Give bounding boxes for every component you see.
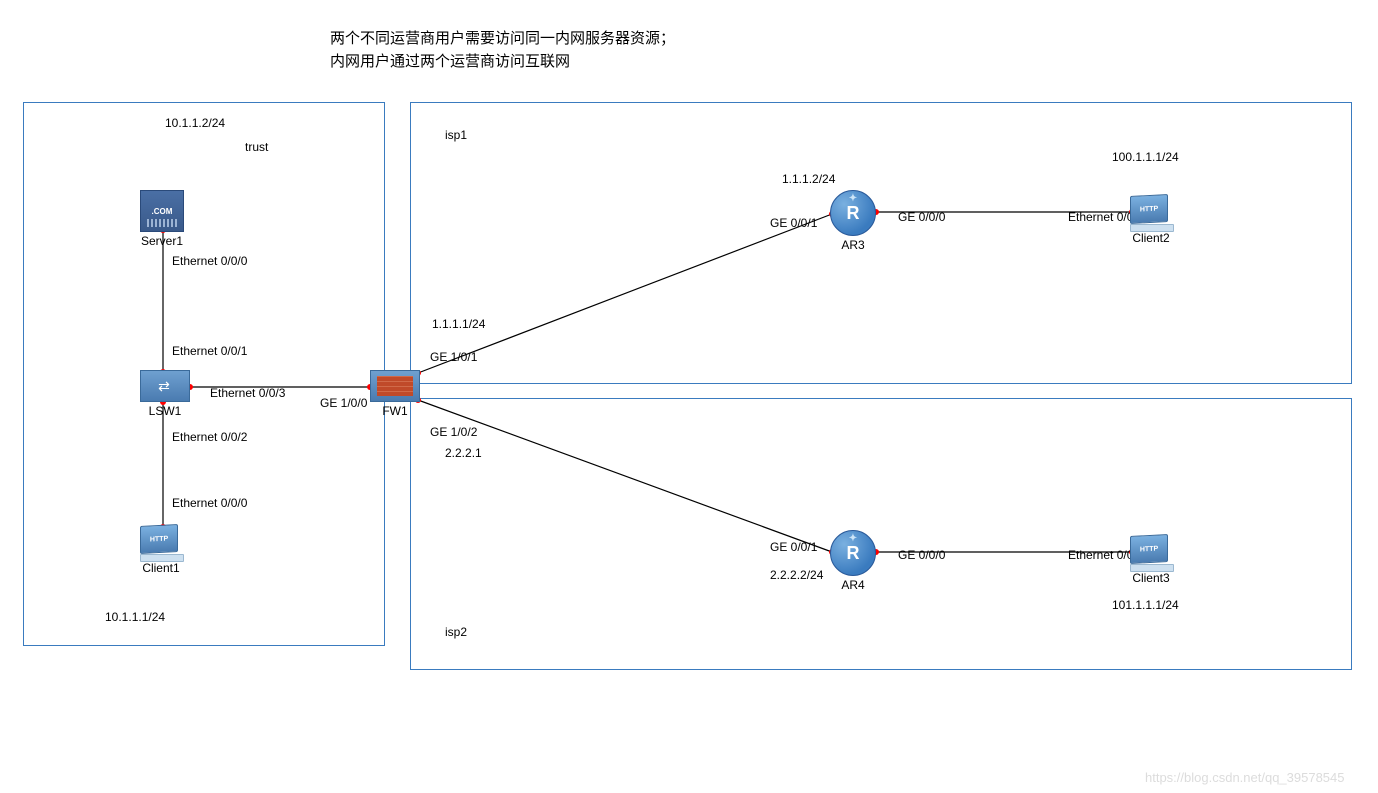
router-icon: [830, 190, 876, 236]
ip-label: 101.1.1.1/24: [1112, 598, 1179, 612]
port-label: GE 1/0/1: [430, 350, 477, 364]
firewall-icon: [370, 370, 420, 402]
node-label: FW1: [370, 404, 420, 418]
zone-trust: [23, 102, 385, 646]
port-label: Ethernet 0/0/0: [172, 254, 247, 268]
ip-label: 10.1.1.1/24: [105, 610, 165, 624]
port-label: Ethernet 0/0/1: [172, 344, 247, 358]
node-fw1[interactable]: FW1: [370, 370, 420, 418]
client-icon: HTTP: [1130, 535, 1172, 569]
node-server1[interactable]: Server1: [140, 190, 184, 248]
zone-isp1-label: isp1: [445, 128, 467, 142]
node-label: AR4: [830, 578, 876, 592]
node-label: AR3: [830, 238, 876, 252]
ip-label: 100.1.1.1/24: [1112, 150, 1179, 164]
ip-label: 1.1.1.2/24: [782, 172, 835, 186]
port-label: GE 0/0/0: [898, 210, 945, 224]
title-line1: 两个不同运营商用户需要访问同一内网服务器资源；: [330, 30, 675, 47]
diagram-title: 两个不同运营商用户需要访问同一内网服务器资源； 内网用户通过两个运营商访问互联网: [330, 28, 675, 73]
switch-icon: [140, 370, 190, 402]
ip-label: 1.1.1.1/24: [432, 317, 485, 331]
zone-isp1: [410, 102, 1352, 384]
node-client3[interactable]: HTTP Client3: [1130, 535, 1172, 585]
client-icon: HTTP: [1130, 195, 1172, 229]
node-label: Client2: [1130, 231, 1172, 245]
node-lsw1[interactable]: LSW1: [140, 370, 190, 418]
zone-isp2: [410, 398, 1352, 670]
port-label: GE 0/0/1: [770, 216, 817, 230]
port-label: Ethernet 0/0/3: [210, 386, 285, 400]
node-label: Client1: [140, 561, 182, 575]
ip-label: 2.2.2.2/24: [770, 568, 823, 582]
ip-label: 2.2.2.1: [445, 446, 482, 460]
zone-trust-label: trust: [245, 140, 268, 154]
port-label: Ethernet 0/0/0: [172, 496, 247, 510]
router-icon: [830, 530, 876, 576]
ip-label: 10.1.1.2/24: [165, 116, 225, 130]
port-label: Ethernet 0/0/2: [172, 430, 247, 444]
port-label: GE 0/0/0: [898, 548, 945, 562]
watermark: https://blog.csdn.net/qq_39578545: [1145, 770, 1345, 785]
node-client1[interactable]: HTTP Client1: [140, 525, 182, 575]
port-label: GE 1/0/0: [320, 396, 367, 410]
node-ar4[interactable]: AR4: [830, 530, 876, 592]
client-icon: HTTP: [140, 525, 182, 559]
port-label: GE 0/0/1: [770, 540, 817, 554]
node-label: Client3: [1130, 571, 1172, 585]
server-icon: [140, 190, 184, 232]
node-ar3[interactable]: AR3: [830, 190, 876, 252]
title-line2: 内网用户通过两个运营商访问互联网: [330, 53, 570, 70]
node-label: LSW1: [140, 404, 190, 418]
node-label: Server1: [140, 234, 184, 248]
port-label: GE 1/0/2: [430, 425, 477, 439]
node-client2[interactable]: HTTP Client2: [1130, 195, 1172, 245]
zone-isp2-label: isp2: [445, 625, 467, 639]
